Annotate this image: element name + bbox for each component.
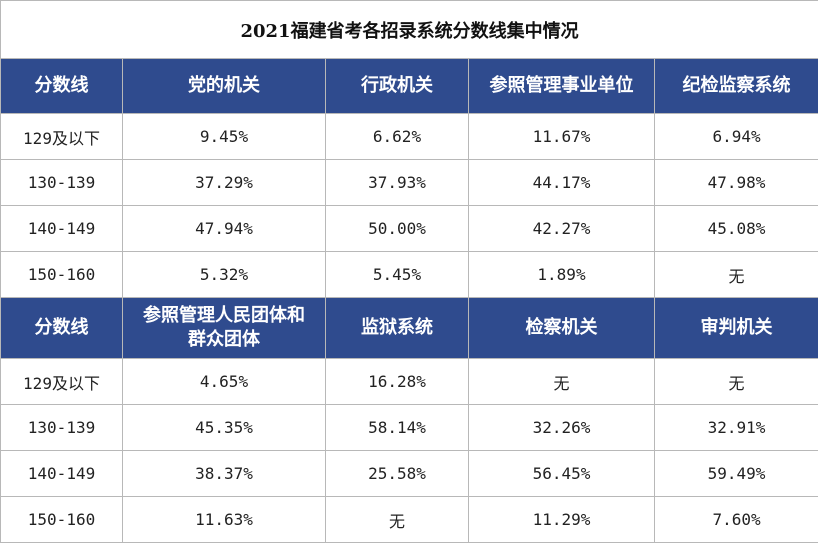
data-cell: 56.45% [468,450,655,497]
data-cell: 47.94% [122,205,326,252]
header-cell: 行政机关 [325,58,469,114]
data-cell: 58.14% [325,404,469,451]
data-cell: 130-139 [0,159,123,206]
data-cell: 50.00% [325,205,469,252]
header-cell: 参照管理事业单位 [468,58,655,114]
data-cell: 无 [468,358,655,405]
data-cell: 129及以下 [0,113,123,160]
header-cell: 分数线 [0,58,123,114]
data-cell: 11.29% [468,496,655,543]
data-cell: 37.93% [325,159,469,206]
data-cell: 45.35% [122,404,326,451]
data-cell: 7.60% [653,496,818,543]
data-row: 130-139 45.35% 58.14% 32.26% 32.91% [0,404,818,451]
data-row: 129及以下 9.45% 6.62% 11.67% 6.94% [0,113,818,160]
data-cell: 150-160 [0,496,123,543]
data-cell: 42.27% [468,205,655,252]
data-row: 140-149 47.94% 50.00% 42.27% 45.08% [0,205,818,252]
data-cell: 59.49% [653,450,818,497]
data-cell: 1.89% [468,251,655,298]
header-cell: 党的机关 [122,58,326,114]
data-cell: 32.26% [468,404,655,451]
data-row: 129及以下 4.65% 16.28% 无无 [0,358,818,405]
data-row: 130-139 37.29% 37.93% 44.17% 47.98% [0,159,818,206]
table-title: 2021福建省考各招录系统分数线集中情况 [0,0,818,59]
data-cell: 25.58% [325,450,469,497]
data-cell: 5.45% [325,251,469,298]
data-cell: 47.98% [653,159,818,206]
data-cell: 38.37% [122,450,326,497]
header-row: 分数线 党的机关 行政机关 参照管理事业单位 纪检监察系统 [0,58,818,114]
data-cell: 9.45% [122,113,326,160]
data-cell: 140-149 [0,205,123,252]
data-cell: 140-149 [0,450,123,497]
data-cell: 11.67% [468,113,655,160]
data-cell: 6.94% [653,113,818,160]
header-cell: 监狱系统 [325,297,469,359]
data-row: 140-149 38.37% 25.58% 56.45% 59.49% [0,450,818,497]
data-cell: 130-139 [0,404,123,451]
data-cell: 11.63% [122,496,326,543]
header-cell: 参照管理人民团体和群众团体 [122,297,326,359]
data-row: 150-160 5.32% 5.45% 1.89% 无 [0,251,818,298]
data-cell: 45.08% [653,205,818,252]
header-cell: 分数线 [0,297,123,359]
header-cell: 检察机关 [468,297,655,359]
data-cell: 无 [325,496,469,543]
data-cell: 32.91% [653,404,818,451]
data-cell: 4.65% [122,358,326,405]
data-cell: 5.32% [122,251,326,298]
data-cell: 16.28% [325,358,469,405]
data-cell: 无 [653,358,818,405]
data-cell: 44.17% [468,159,655,206]
data-cell: 129及以下 [0,358,123,405]
header-cell: 审判机关 [653,297,818,359]
data-row: 150-160 11.63% 无 11.29% 7.60% [0,496,818,543]
header-cell: 纪检监察系统 [653,58,818,114]
data-cell: 150-160 [0,251,123,298]
data-cell: 37.29% [122,159,326,206]
data-cell: 6.62% [325,113,469,160]
data-cell: 无 [653,251,818,298]
header-row: 分数线 参照管理人民团体和群众团体 监狱系统 检察机关 审判机关 [0,297,818,359]
